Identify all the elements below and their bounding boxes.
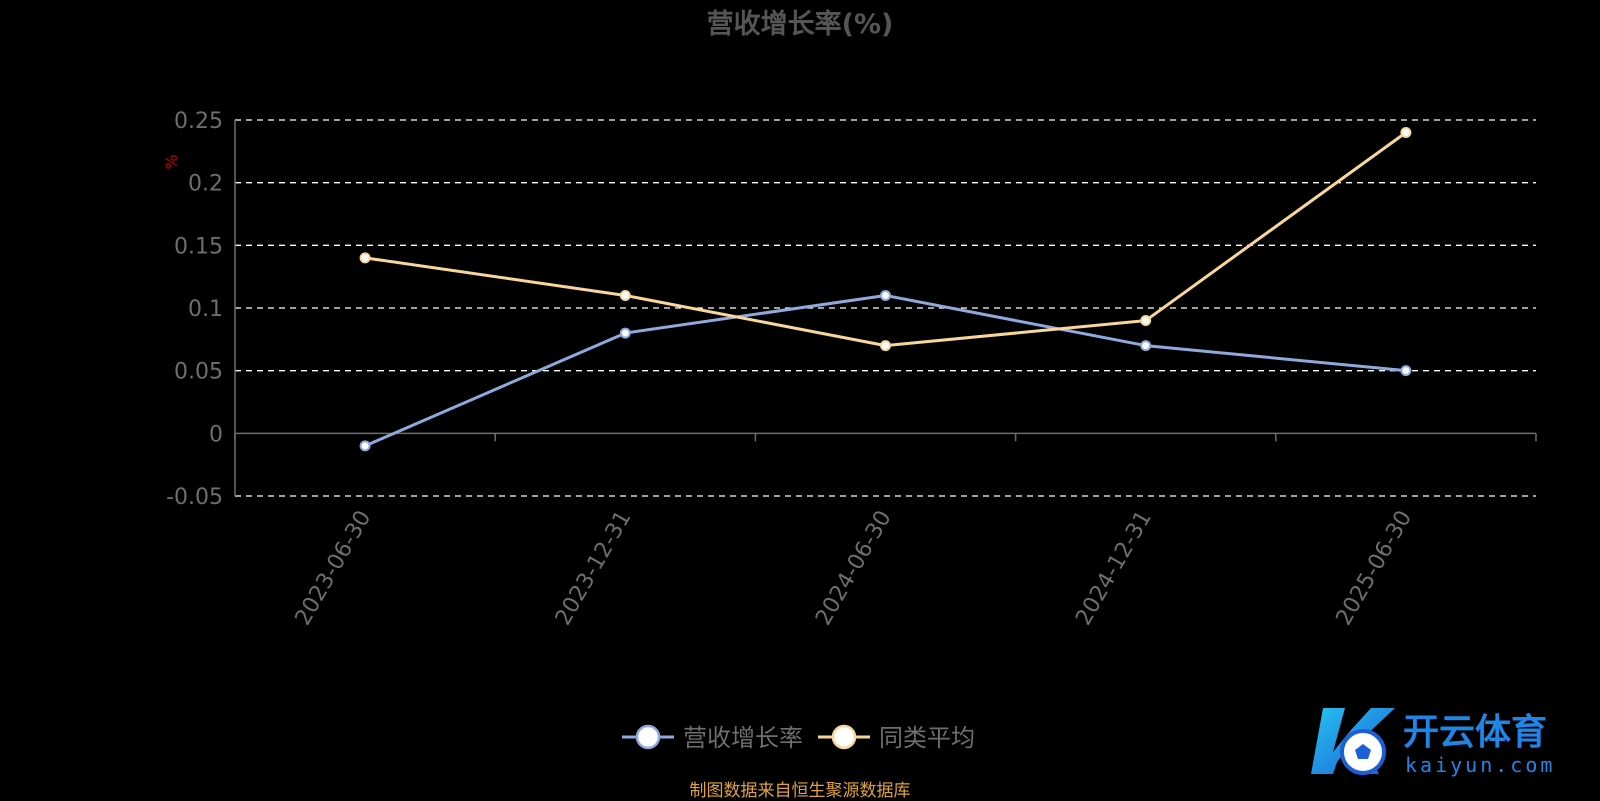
data-point [1140, 340, 1152, 352]
series-lines [359, 127, 1412, 452]
y-axis-label: % [162, 154, 181, 169]
x-tick-label: 2025-06-30 [1332, 507, 1418, 630]
series-line-1 [364, 131, 1407, 348]
watermark-text: 开云体育 [1403, 712, 1547, 753]
x-tick-label: 2024-06-30 [811, 507, 897, 630]
data-point [880, 340, 891, 352]
grid-lines [235, 119, 1536, 497]
data-point [1400, 365, 1412, 377]
x-tick-label: 2024-12-31 [1071, 507, 1157, 630]
x-tick-label: 2023-06-30 [291, 507, 377, 630]
legend-marker [635, 724, 661, 750]
data-point [880, 289, 891, 301]
data-point [619, 289, 631, 301]
y-tick-label: 0.05 [174, 360, 223, 385]
data-point [1140, 315, 1152, 327]
legend-label: 营收增长率 [683, 724, 803, 752]
x-tick-labels: 2023-06-30 2023-12-31 2024-06-30 2024-12-31… [291, 507, 1417, 630]
y-tick-label: 0.15 [174, 234, 223, 259]
data-point [1400, 127, 1412, 139]
watermark-subtext: kaiyun.com [1405, 753, 1555, 777]
axes [234, 120, 1537, 496]
y-tick-label: -0.05 [166, 485, 223, 510]
y-tick-labels: -0.05 0 0.05 0.1 0.15 0.2 0.25 [166, 109, 223, 510]
legend-label: 同类平均 [879, 724, 975, 752]
source-note: 制图数据来自恒生聚源数据库 [689, 781, 911, 801]
data-point [359, 252, 371, 264]
y-tick-label: 0 [209, 422, 223, 447]
y-tick-label: 0.25 [174, 109, 223, 134]
chart-title: 营收增长率(%) [707, 8, 894, 40]
watermark-logo: 开云体育 kaiyun.com [1311, 708, 1555, 777]
legend[interactable]: 营收增长率 同类平均 [622, 724, 975, 752]
data-point [359, 440, 371, 452]
data-point [619, 327, 631, 339]
legend-marker [831, 724, 857, 750]
y-tick-label: 0.2 [188, 172, 223, 197]
x-tick-label: 2023-12-31 [551, 507, 637, 630]
y-tick-label: 0.1 [188, 297, 223, 322]
